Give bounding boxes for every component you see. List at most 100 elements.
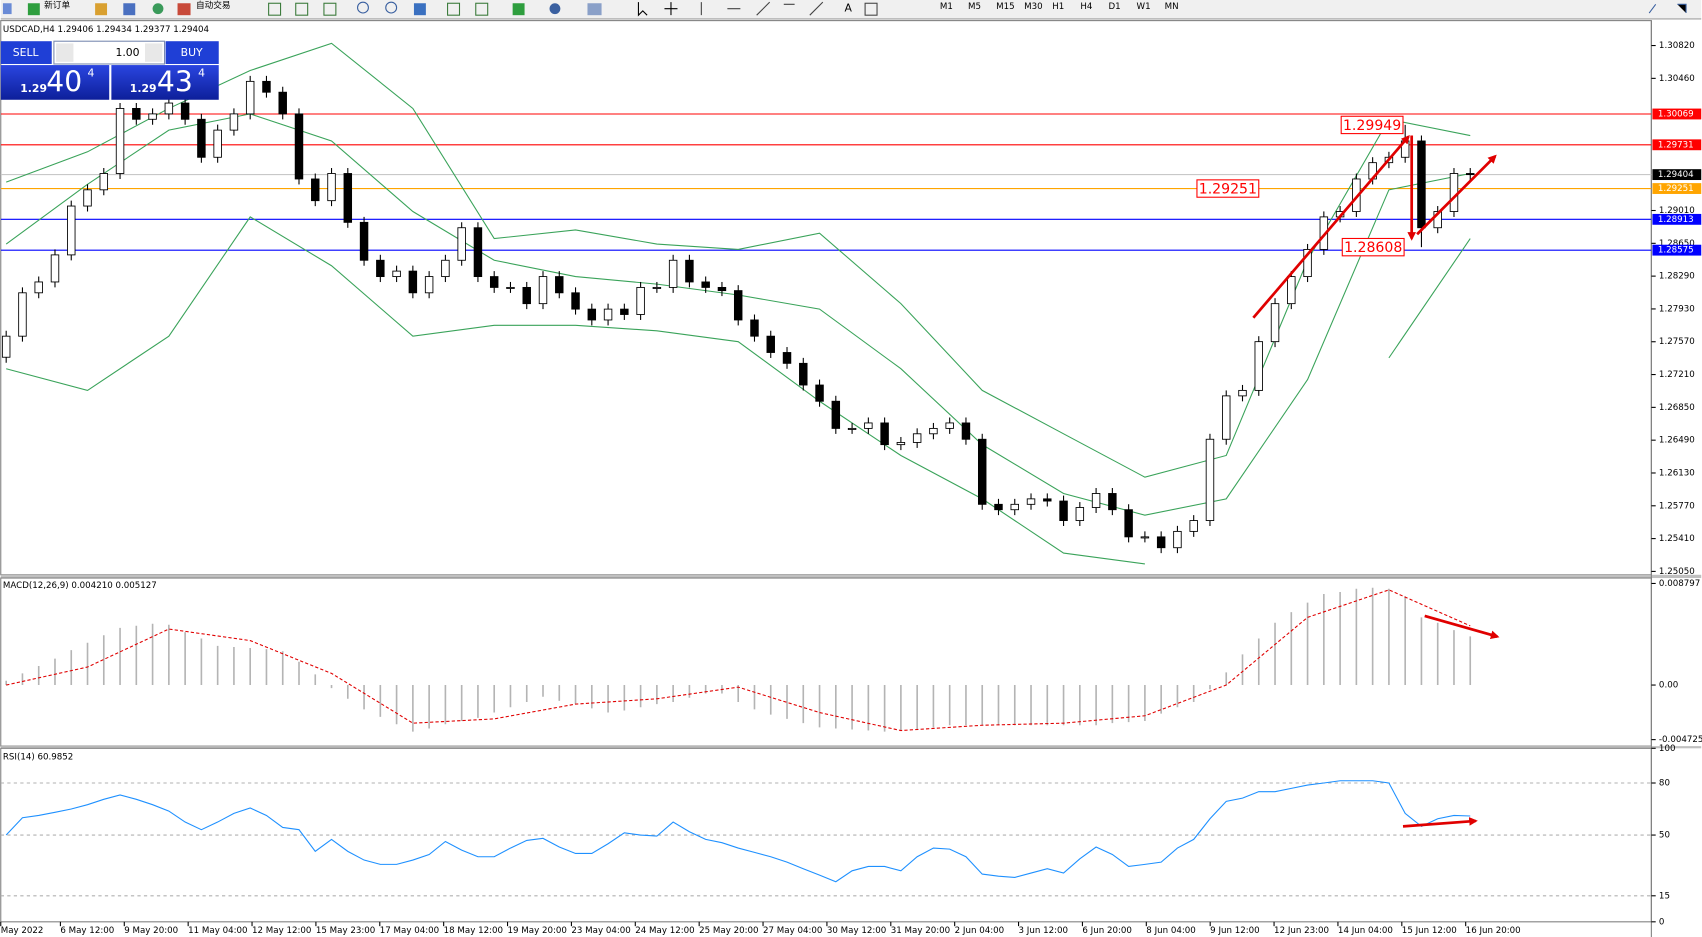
- candle-body: [1156, 536, 1166, 549]
- bollinger-upper: [5, 42, 1471, 478]
- x-tick-label: 19 May 20:00: [508, 926, 567, 936]
- x-tick-label: 25 May 20:00: [699, 926, 758, 936]
- icon[interactable]: [549, 3, 561, 15]
- icon[interactable]: [447, 2, 461, 16]
- icon[interactable]: [2, 3, 12, 15]
- y-tick-label: 1.29010: [1659, 206, 1695, 216]
- candle-body: [506, 286, 515, 289]
- macd-panel: [0, 577, 1652, 747]
- candle-body: [896, 442, 906, 446]
- timeframe-button[interactable]: M15: [996, 2, 1014, 12]
- icon[interactable]: [123, 3, 136, 16]
- candle-body: [831, 400, 841, 429]
- buy-price-big: 1.29: [130, 82, 157, 95]
- buy-button[interactable]: [165, 41, 219, 64]
- y-tick-label: 0.00: [1659, 681, 1678, 691]
- x-tick-label: 18 May 12:00: [444, 926, 503, 936]
- price-label: 1.28608: [1344, 240, 1402, 256]
- draw-icons[interactable]: [700, 1, 824, 16]
- candle-body: [1449, 173, 1459, 212]
- candle-body: [229, 113, 239, 131]
- x-tick-label: 15 Jun 12:00: [1402, 926, 1457, 936]
- candle-body: [912, 433, 922, 443]
- auto-trading-button[interactable]: 自动交易: [196, 0, 231, 11]
- icon[interactable]: [295, 2, 309, 16]
- candle-body: [1, 335, 11, 358]
- candle-body: [245, 80, 255, 115]
- timeframe-button[interactable]: M5: [968, 2, 981, 12]
- candle-body: [294, 113, 304, 180]
- candle-body: [1238, 389, 1247, 397]
- candle-body: [34, 281, 43, 294]
- timeframe-button[interactable]: W1: [1137, 2, 1151, 12]
- timeframe-button[interactable]: MN: [1165, 2, 1179, 12]
- buy-label[interactable]: BUY: [181, 46, 203, 59]
- candle-body: [424, 276, 434, 294]
- candle-body: [750, 319, 759, 337]
- y-tick-label: 50: [1659, 831, 1670, 841]
- icon[interactable]: [587, 3, 602, 16]
- lots-up[interactable]: [144, 43, 163, 62]
- sell-label[interactable]: SELL: [13, 46, 39, 59]
- macd-signal: [6, 589, 1471, 732]
- candle-body: [1010, 503, 1019, 511]
- sell-price-pips: 40: [46, 66, 82, 99]
- icon[interactable]: [512, 3, 525, 16]
- lots-field[interactable]: [53, 40, 166, 65]
- candle-body: [1319, 216, 1329, 250]
- price-label-box: [1196, 179, 1260, 198]
- panel-separator: [0, 746, 1702, 749]
- buy-price-box[interactable]: [111, 65, 219, 100]
- candle-body: [441, 259, 450, 278]
- y-tick-label: -0.004725: [1659, 735, 1702, 745]
- candle-body: [18, 292, 27, 337]
- icon[interactable]: [385, 1, 398, 14]
- icon[interactable]: [268, 2, 282, 16]
- rsi-title: RSI(14) 60.9852: [3, 752, 73, 762]
- window-icons[interactable]: [1648, 3, 1687, 14]
- crosshair-icon[interactable]: [664, 2, 678, 16]
- cursor-icon[interactable]: [637, 2, 648, 17]
- timeframe-button[interactable]: H4: [1080, 2, 1093, 12]
- x-tick-label: 31 May 20:00: [891, 926, 950, 936]
- lots-value[interactable]: 1.00: [115, 46, 139, 59]
- price-label-box: [1341, 237, 1405, 257]
- panel-separator: [0, 574, 1702, 579]
- sell-price-box[interactable]: [0, 65, 110, 100]
- icon[interactable]: [357, 1, 369, 14]
- candle-body: [50, 254, 60, 283]
- new-order-icon[interactable]: [27, 3, 40, 16]
- timeframe-button[interactable]: M1: [940, 2, 953, 12]
- lots-down[interactable]: [56, 43, 74, 62]
- candle-body: [652, 286, 662, 289]
- icon[interactable]: [152, 3, 164, 15]
- candle-body: [262, 80, 271, 93]
- x-tick-label: 11 May 04:00: [188, 926, 247, 936]
- candle-body: [197, 118, 206, 158]
- icon[interactable]: [413, 3, 426, 16]
- label-tool[interactable]: [864, 2, 878, 16]
- candle-body: [1043, 498, 1052, 502]
- price-level-tag: [1652, 108, 1702, 120]
- text-tool[interactable]: A: [844, 2, 852, 15]
- price-panel: [0, 20, 1652, 576]
- timeframe-button[interactable]: D1: [1108, 2, 1120, 12]
- sell-button[interactable]: [0, 41, 52, 64]
- candle-body: [408, 270, 418, 294]
- candle-body: [392, 270, 401, 278]
- new-order-button[interactable]: 新订单: [44, 0, 70, 11]
- candle-body: [457, 227, 466, 261]
- icon[interactable]: [323, 2, 337, 16]
- rsi-plot: [0, 780, 1652, 897]
- timeframe-button[interactable]: M30: [1024, 2, 1042, 12]
- auto-trading-icon[interactable]: [177, 3, 191, 16]
- icon[interactable]: [475, 2, 489, 16]
- y-tick-label: 0.008797: [1659, 579, 1700, 589]
- candle-body: [864, 422, 873, 429]
- timeframe-button[interactable]: H1: [1052, 2, 1064, 12]
- icon[interactable]: [95, 3, 108, 16]
- candle-body: [782, 352, 792, 364]
- candle-body: [620, 308, 629, 315]
- buy-price-point: 4: [198, 67, 205, 80]
